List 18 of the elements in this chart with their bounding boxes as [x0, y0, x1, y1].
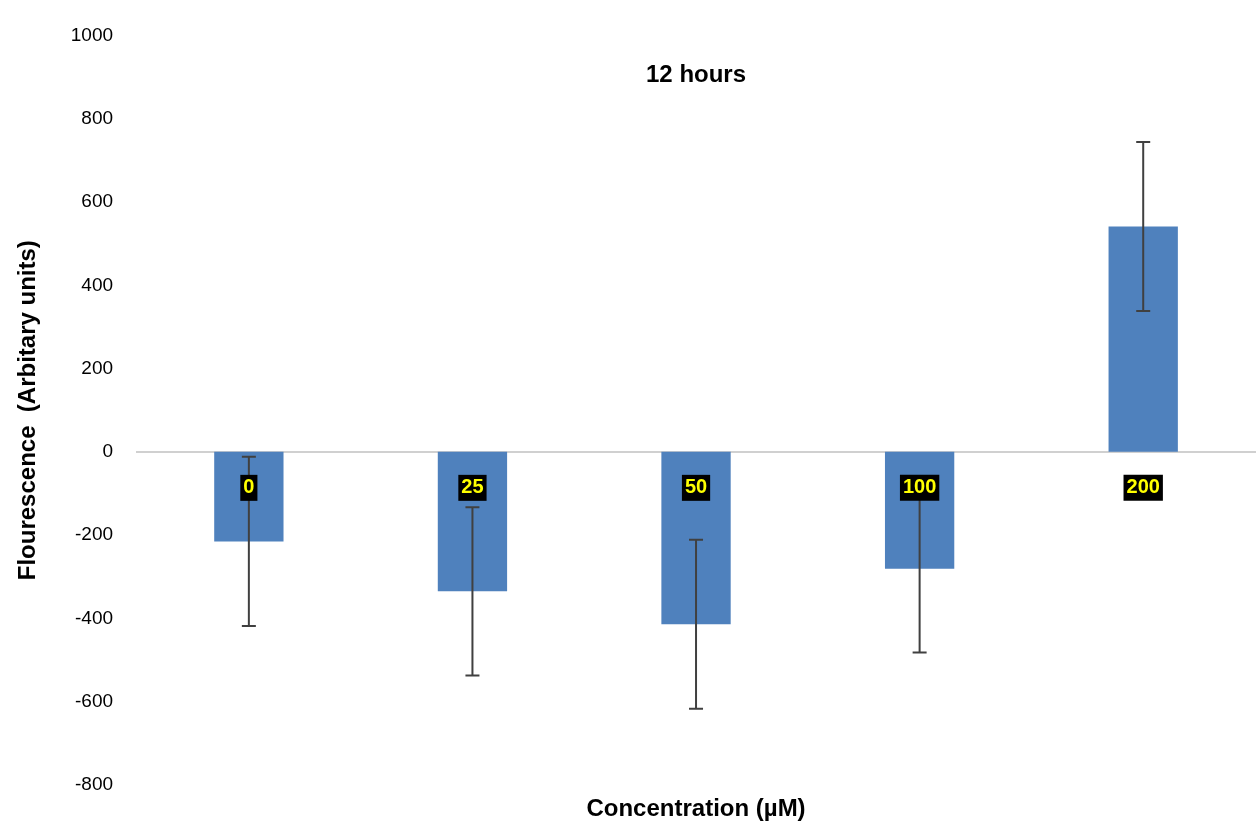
y-axis-title: Flourescence (Arbitary units) [13, 240, 41, 581]
x-tick-label: 200 [1126, 475, 1160, 498]
y-tick-label: 800 [81, 106, 114, 128]
y-tick-label: -400 [75, 606, 114, 628]
y-tick-label: -600 [75, 689, 114, 711]
y-tick-label: -200 [75, 523, 114, 545]
x-tick-label: 25 [461, 475, 484, 498]
x-tick-label: 50 [684, 475, 708, 498]
y-tick-label: 400 [81, 273, 114, 295]
x-tick-label: 100 [902, 475, 937, 498]
x-axis-title: Concentration (µM) [586, 793, 806, 821]
y-tick-label: 600 [81, 190, 114, 212]
text: 12 hours [646, 60, 747, 88]
x-tick-label: 0 [243, 475, 255, 498]
y-tick-label: 0 [102, 440, 114, 462]
y-tick-label: -800 [75, 773, 114, 795]
y-tick-label: 1000 [70, 23, 114, 45]
y-tick-label: 200 [81, 356, 114, 378]
